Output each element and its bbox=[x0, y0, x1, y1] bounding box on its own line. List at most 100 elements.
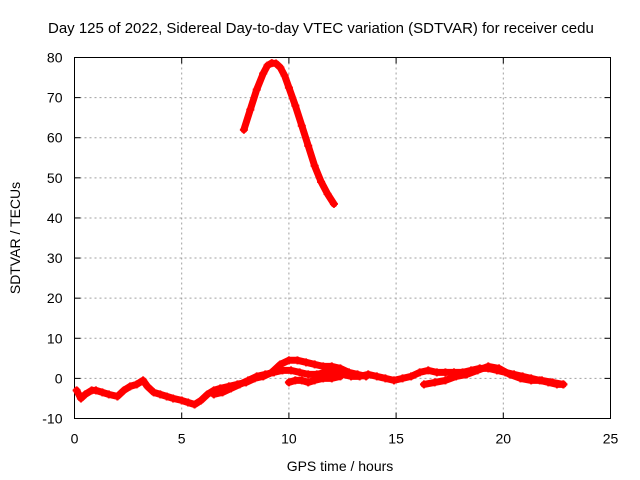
data-point bbox=[505, 370, 514, 379]
data-point bbox=[239, 125, 248, 134]
series-layer bbox=[72, 59, 568, 409]
data-point bbox=[372, 372, 381, 381]
data-point bbox=[355, 372, 364, 381]
data-point bbox=[295, 368, 304, 377]
tick-layer: 0 5 10 15 20 25 -10 0 10 20 30 40 50 60 70 80 bbox=[42, 50, 618, 447]
y-tick-label: 30 bbox=[47, 250, 63, 266]
data-point bbox=[317, 177, 326, 186]
data-point bbox=[407, 372, 416, 381]
data-point bbox=[297, 121, 306, 130]
data-point bbox=[227, 384, 236, 393]
data-point bbox=[548, 378, 557, 387]
data-point bbox=[415, 368, 424, 377]
data-point bbox=[276, 63, 285, 72]
data-point bbox=[381, 374, 390, 383]
x-tick-label: 20 bbox=[496, 431, 512, 447]
data-point bbox=[184, 398, 193, 407]
data-point bbox=[389, 376, 398, 385]
data-point bbox=[430, 378, 439, 387]
data-point bbox=[310, 376, 319, 385]
data-point bbox=[287, 366, 296, 375]
data-point bbox=[91, 386, 100, 395]
data-point bbox=[196, 396, 205, 405]
data-point bbox=[473, 366, 482, 375]
data-point bbox=[291, 101, 300, 110]
data-point bbox=[280, 71, 289, 80]
data-point bbox=[347, 372, 356, 381]
data-point bbox=[398, 374, 407, 383]
y-axis-label: SDTVAR / TECUs bbox=[7, 182, 23, 294]
data-point bbox=[139, 376, 148, 385]
y-tick-label: 70 bbox=[47, 90, 63, 106]
data-point bbox=[304, 378, 313, 387]
data-point bbox=[72, 386, 81, 395]
data-point bbox=[76, 394, 85, 403]
data-point bbox=[162, 392, 171, 401]
data-point bbox=[323, 189, 332, 198]
series-low-trace-3 bbox=[284, 372, 345, 387]
data-point bbox=[119, 386, 128, 395]
data-point bbox=[284, 83, 293, 92]
y-tick-label: -10 bbox=[42, 411, 62, 427]
x-tick-label: 15 bbox=[388, 431, 404, 447]
data-point bbox=[259, 69, 268, 78]
data-point bbox=[190, 400, 199, 409]
data-point bbox=[302, 358, 311, 367]
data-point bbox=[235, 380, 244, 389]
data-point bbox=[310, 360, 319, 369]
data-point bbox=[263, 61, 272, 70]
data-point bbox=[104, 390, 113, 399]
data-point bbox=[252, 372, 261, 381]
y-tick-label: 80 bbox=[47, 50, 63, 66]
y-tick-label: 40 bbox=[47, 210, 63, 226]
data-point bbox=[419, 380, 428, 389]
data-point bbox=[98, 388, 107, 397]
data-point bbox=[269, 368, 278, 377]
data-point bbox=[252, 85, 261, 94]
data-point bbox=[441, 368, 450, 377]
data-point bbox=[276, 360, 285, 369]
data-point bbox=[272, 59, 281, 68]
data-point bbox=[441, 376, 450, 385]
x-axis-label: GPS time / hours bbox=[287, 458, 394, 474]
data-point bbox=[336, 372, 345, 381]
data-point bbox=[149, 388, 158, 397]
y-tick-label: 0 bbox=[55, 370, 63, 386]
data-point bbox=[126, 382, 135, 391]
data-point bbox=[516, 374, 525, 383]
data-point bbox=[284, 356, 293, 365]
data-point bbox=[297, 376, 306, 385]
series-low-trace-4 bbox=[419, 362, 568, 389]
data-point bbox=[284, 378, 293, 387]
x-tick-label: 25 bbox=[603, 431, 619, 447]
x-tick-label: 0 bbox=[71, 431, 79, 447]
data-point bbox=[293, 356, 302, 365]
data-point bbox=[143, 382, 152, 391]
data-point bbox=[327, 374, 336, 383]
data-point bbox=[452, 372, 461, 381]
x-tick-label: 5 bbox=[178, 431, 186, 447]
data-point bbox=[484, 362, 493, 371]
y-tick-label: 60 bbox=[47, 130, 63, 146]
data-point bbox=[495, 364, 504, 373]
data-point bbox=[81, 390, 90, 399]
data-point bbox=[527, 376, 536, 385]
data-point bbox=[132, 380, 141, 389]
data-point bbox=[329, 199, 338, 208]
data-point bbox=[310, 161, 319, 170]
data-point bbox=[537, 376, 546, 385]
data-point bbox=[319, 362, 328, 371]
data-point bbox=[432, 368, 441, 377]
data-point bbox=[169, 394, 178, 403]
y-tick-label: 10 bbox=[47, 330, 63, 346]
y-tick-label: 20 bbox=[47, 290, 63, 306]
plot-frame bbox=[74, 57, 611, 419]
data-point bbox=[278, 366, 287, 375]
data-point bbox=[559, 380, 568, 389]
chart-title: Day 125 of 2022, Sidereal Day-to-day VTE… bbox=[48, 20, 594, 37]
data-point bbox=[319, 374, 328, 383]
data-point bbox=[113, 392, 122, 401]
data-point bbox=[177, 396, 186, 405]
data-point bbox=[209, 390, 218, 399]
